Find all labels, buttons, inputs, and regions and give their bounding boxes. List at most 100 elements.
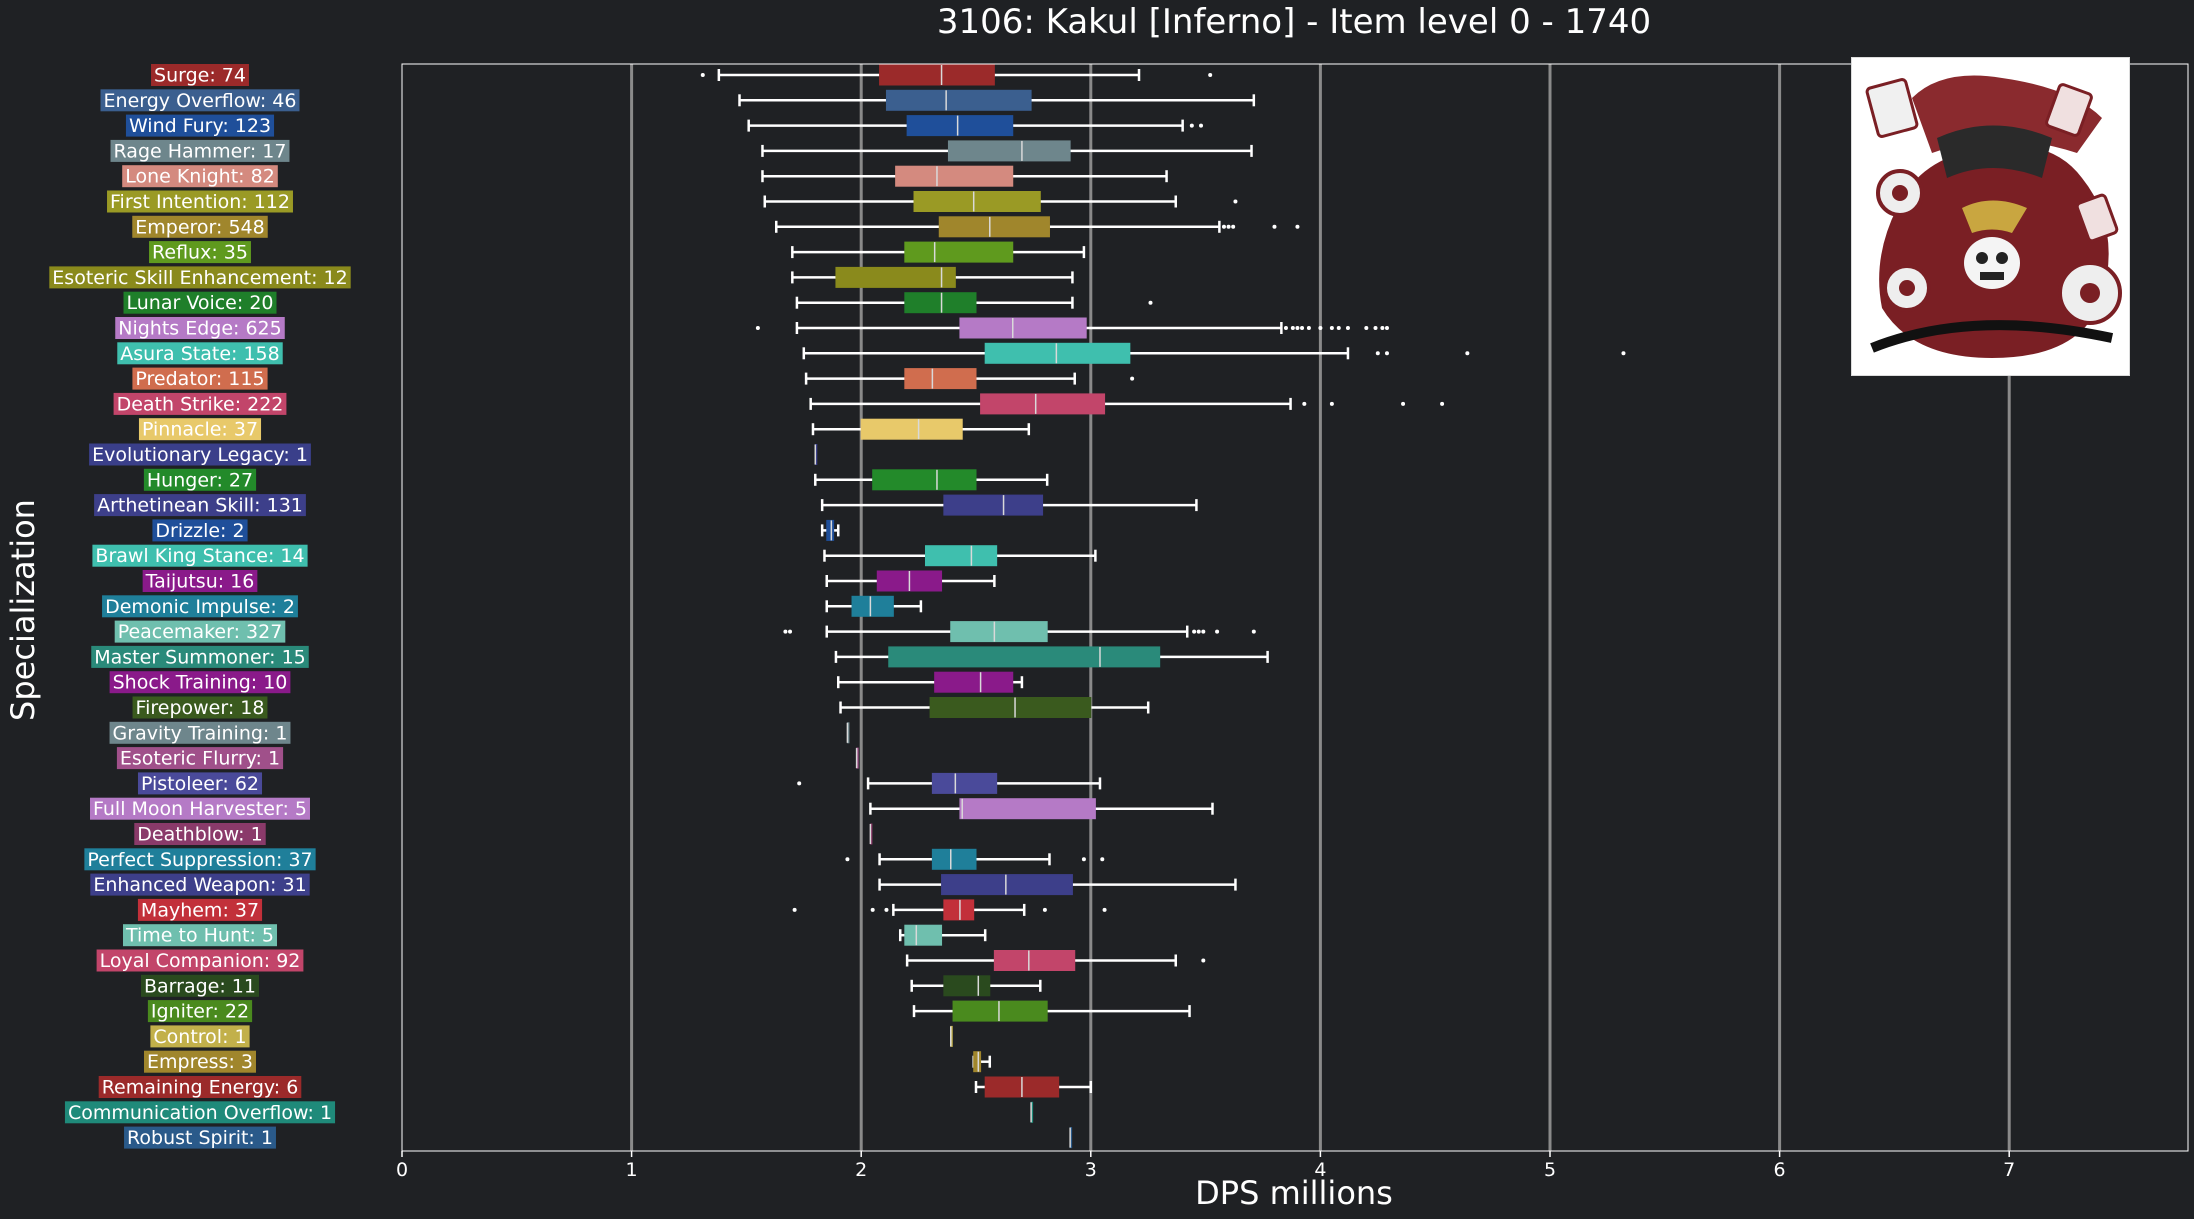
category-label-bg bbox=[90, 797, 310, 820]
category-label: Empress: 3 bbox=[144, 1050, 256, 1073]
box-iqr bbox=[952, 1000, 1048, 1022]
outlier-point bbox=[1130, 376, 1135, 381]
category-label-bg bbox=[144, 1050, 256, 1073]
category-label-bg bbox=[149, 241, 251, 264]
outlier-point bbox=[755, 326, 760, 330]
x-tick-label: 4 bbox=[1314, 1159, 1326, 1181]
box-iqr bbox=[943, 975, 991, 997]
category-label: Reflux: 35 bbox=[149, 241, 251, 264]
category-label: Esoteric Flurry: 1 bbox=[116, 747, 284, 770]
box-plot bbox=[820, 494, 1198, 516]
outlier-point bbox=[1201, 958, 1206, 963]
category-label-text: Gravity Training: 1 bbox=[113, 722, 288, 744]
outlier-point bbox=[1233, 199, 1238, 204]
category-label-text: Barrage: 11 bbox=[144, 975, 256, 997]
y-axis: Surge: 74 Energy Overflow: 46 Wind Fury: 1… bbox=[49, 64, 351, 1149]
category-label-bg bbox=[91, 645, 309, 668]
category-label-bg bbox=[137, 772, 263, 795]
category-label-bg bbox=[123, 291, 277, 314]
category-label-text: Esoteric Flurry: 1 bbox=[120, 748, 280, 770]
category-label-text: Hunger: 27 bbox=[147, 469, 253, 491]
box-iqr bbox=[943, 899, 975, 921]
outlier-point bbox=[1196, 629, 1201, 634]
outlier-point bbox=[1384, 351, 1389, 356]
box-plot bbox=[809, 393, 1445, 415]
box-iqr bbox=[924, 545, 998, 567]
category-label: Rage Hammer: 17 bbox=[110, 139, 290, 162]
category-label-bg bbox=[113, 392, 287, 415]
category-label-text: Reflux: 35 bbox=[152, 242, 248, 264]
category-label-text: Pistoleer: 62 bbox=[141, 773, 259, 795]
x-tick-label: 3 bbox=[1085, 1159, 1097, 1181]
outlier-point bbox=[1201, 629, 1206, 634]
box-plot bbox=[791, 266, 1074, 288]
box-plot bbox=[755, 317, 1389, 339]
category-label-bg bbox=[124, 1126, 276, 1149]
category-label: Peacemaker: 327 bbox=[114, 620, 286, 643]
category-label-bg bbox=[94, 494, 306, 517]
category-label-text: Deathblow: 1 bbox=[137, 824, 262, 846]
category-label: Drizzle: 2 bbox=[152, 519, 248, 542]
outlier-point bbox=[1231, 224, 1236, 229]
outlier-point bbox=[1199, 123, 1204, 128]
box-iqr bbox=[885, 89, 1032, 111]
category-label-text: Firepower: 18 bbox=[136, 697, 265, 719]
category-label-text: Taijutsu: 16 bbox=[145, 571, 255, 593]
category-label: Nights Edge: 625 bbox=[115, 317, 285, 340]
y-axis-label: Specialization bbox=[4, 499, 42, 721]
category-label-text: Remaining Energy: 6 bbox=[102, 1077, 299, 1099]
category-label-bg bbox=[107, 190, 293, 213]
box-plot bbox=[855, 747, 859, 769]
box-iqr bbox=[851, 595, 894, 617]
box-plot bbox=[774, 216, 1300, 238]
box-plot bbox=[949, 1025, 953, 1047]
box-iqr bbox=[904, 924, 943, 946]
box-plot bbox=[738, 89, 1256, 111]
box-iqr bbox=[860, 418, 963, 440]
outlier-point bbox=[797, 781, 802, 786]
outlier-point bbox=[1081, 857, 1086, 862]
outlier-point bbox=[1318, 326, 1323, 330]
category-label-bg bbox=[142, 570, 258, 592]
box-iqr bbox=[941, 874, 1073, 896]
category-label: Surge: 74 bbox=[151, 64, 249, 87]
outlier-point bbox=[1329, 326, 1334, 330]
outlier-point bbox=[1306, 326, 1311, 330]
box-plot bbox=[825, 595, 923, 617]
category-label: Remaining Energy: 6 bbox=[98, 1076, 302, 1099]
category-label-bg bbox=[110, 139, 290, 162]
category-label: Evolutionary Legacy: 1 bbox=[89, 443, 311, 466]
category-label: Lone Knight: 82 bbox=[122, 165, 278, 188]
outlier-point bbox=[783, 629, 788, 634]
box-plot bbox=[802, 342, 1626, 364]
category-label: Pinnacle: 37 bbox=[138, 418, 262, 441]
box-iqr bbox=[904, 292, 977, 314]
outlier-point bbox=[1302, 401, 1307, 406]
outlier-point bbox=[1295, 224, 1300, 229]
outlier-point bbox=[1336, 326, 1341, 330]
category-label-text: Lone Knight: 82 bbox=[125, 166, 275, 188]
box-plot bbox=[791, 241, 1086, 263]
box-iqr bbox=[879, 64, 995, 86]
category-label-bg bbox=[134, 823, 266, 845]
box-iqr bbox=[904, 241, 1014, 263]
box-iqr bbox=[904, 368, 977, 390]
outlier-point bbox=[1375, 351, 1380, 356]
category-label: Communication Overflow: 1 bbox=[64, 1101, 336, 1124]
box-plot bbox=[972, 1051, 992, 1073]
outlier-point bbox=[1621, 351, 1626, 356]
category-label: Arthetinean Skill: 131 bbox=[94, 494, 306, 517]
boss-portrait-image bbox=[1851, 57, 2130, 376]
category-label-bg bbox=[132, 215, 268, 238]
x-tick-label: 6 bbox=[1774, 1159, 1786, 1181]
box-plot bbox=[700, 64, 1213, 86]
category-label-bg bbox=[102, 595, 298, 618]
category-label: Asura State: 158 bbox=[117, 342, 283, 365]
outlier-point bbox=[1300, 326, 1305, 330]
category-label-bg bbox=[96, 949, 304, 972]
category-label-text: Demonic Impulse: 2 bbox=[105, 596, 295, 618]
category-label-bg bbox=[143, 468, 257, 491]
box-iqr bbox=[872, 469, 977, 491]
category-label-bg bbox=[132, 367, 268, 390]
